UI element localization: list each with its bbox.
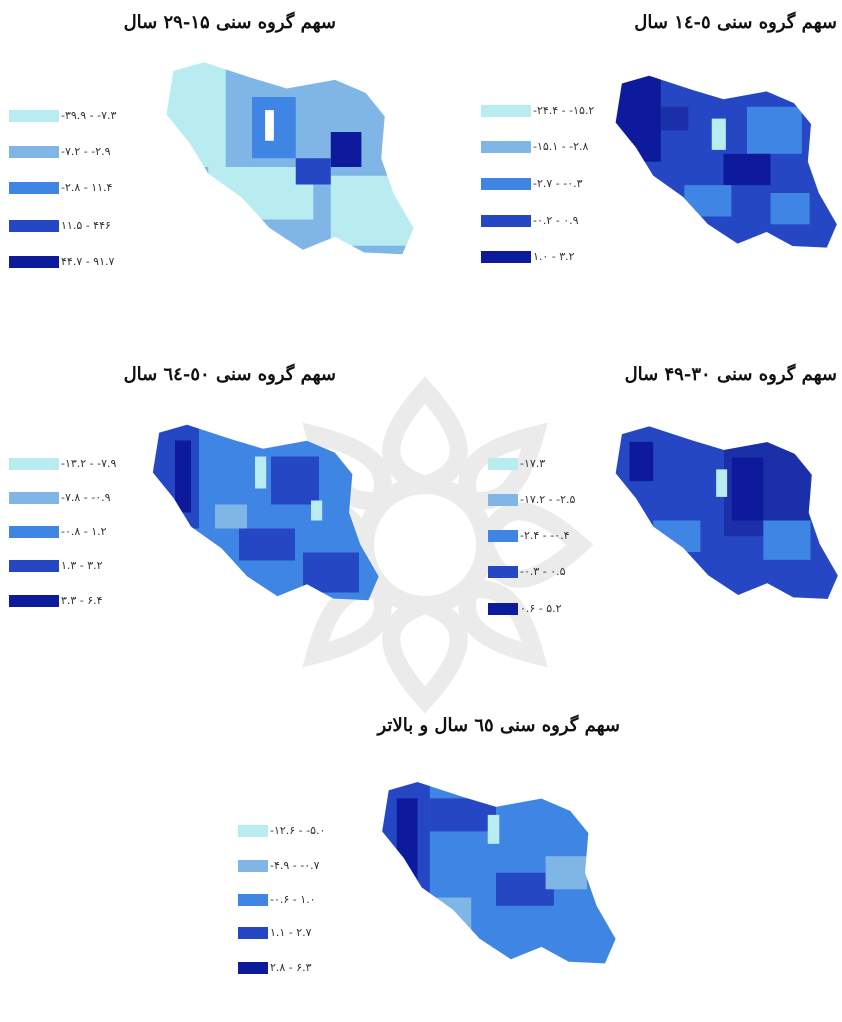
iran-map — [381, 781, 617, 964]
legend-label: ۲.۸ - ۶.۳ — [270, 961, 312, 974]
iran-map — [152, 424, 380, 601]
legend-label: -۰.۶ - ۱.۰ — [270, 893, 316, 906]
legend-swatch — [9, 458, 59, 470]
panel-age-65-plus: سهم گروه سنی ٦٥ سال و بالاتر -۱۲.۶ - -۵.… — [220, 700, 640, 1022]
legend-swatch — [488, 530, 518, 542]
legend-swatch — [481, 251, 531, 263]
legend-label: ۱.۱ - ۲.۷ — [270, 926, 312, 939]
legend-swatch — [238, 962, 268, 974]
legend-label: -۷.۸ - -۰.۹ — [61, 491, 111, 504]
panel-age-50-64: سهم گروه سنی ٥٠-٦٤ سال -۱۳.۲ - -۷.۹ -۷.۸… — [0, 340, 421, 640]
legend-swatch — [9, 220, 59, 232]
legend-swatch — [238, 927, 268, 939]
legend-swatch — [9, 595, 59, 607]
legend-swatch — [9, 256, 59, 268]
legend-swatch — [488, 494, 518, 506]
legend-label: -۱۳.۲ - -۷.۹ — [61, 457, 117, 470]
legend-label: -۱۷.۲ - -۲.۵ — [520, 493, 576, 506]
legend-swatch — [488, 566, 518, 578]
iran-map — [615, 75, 838, 249]
legend-label: -۴.۹ - -۰.۷ — [270, 859, 320, 872]
panel-age-5-14: سهم گروه سنی ٥-١٤ سال -۲۴.۴ - -۱۵.۲ -۱۵.… — [421, 0, 842, 300]
legend-label: -۱۵.۱ - -۲.۸ — [533, 140, 589, 153]
legend-swatch — [488, 458, 518, 470]
legend-swatch — [238, 825, 268, 837]
legend-label: ۱۱.۵ - ۴۴۶ — [61, 219, 111, 232]
legend-swatch — [9, 146, 59, 158]
legend-label: -۰.۳ - ۰.۵ — [520, 565, 566, 578]
legend-swatch — [238, 894, 268, 906]
legend-swatch — [9, 182, 59, 194]
legend-label: -۰.۸ - ۱.۲ — [61, 525, 107, 538]
panel-title: سهم گروه سنی ۳۰-۴۹ سال — [624, 364, 837, 385]
legend-swatch — [488, 603, 518, 615]
legend-label: -۲.۷ - -۰.۳ — [533, 177, 583, 190]
legend-label: ۰.۶ - ۵.۲ — [520, 602, 562, 615]
iran-map — [615, 425, 839, 600]
legend-label: -۰.۲ - ۰.۹ — [533, 214, 579, 227]
legend-label: -۱۲.۶ - -۵.۰ — [270, 824, 326, 837]
panel-title: سهم گروه سنی ٥٠-٦٤ سال — [123, 364, 336, 385]
legend-label: -۳۹.۹ - -۷.۳ — [61, 109, 117, 122]
legend-label: ۴۴.۷ - ۹۱.۷ — [61, 255, 115, 268]
legend-swatch — [9, 526, 59, 538]
legend-swatch — [481, 215, 531, 227]
legend-swatch — [481, 178, 531, 190]
iran-map — [165, 62, 415, 255]
legend-swatch — [9, 560, 59, 572]
legend-swatch — [481, 105, 531, 117]
legend-label: -۲.۴ - -۰.۴ — [520, 529, 570, 542]
legend-label: -۲۴.۴ - -۱۵.۲ — [533, 104, 595, 117]
legend-label: ۱.۰ - ۳.۲ — [533, 250, 575, 263]
panel-age-15-29: سهم گروه سنی ۱۵-۲۹ سال -۳۹.۹ - -۷.۳ -۷.۲… — [0, 0, 421, 300]
legend-swatch — [9, 110, 59, 122]
legend-label: -۷.۲ - -۲.۹ — [61, 145, 111, 158]
legend-label: ۱.۳ - ۳.۲ — [61, 559, 103, 572]
legend-label: ۳.۳ - ۶.۴ — [61, 594, 103, 607]
legend-swatch — [9, 492, 59, 504]
panel-title: سهم گروه سنی ٥-١٤ سال — [634, 12, 837, 33]
legend-label: -۲.۸ - ۱۱.۴ — [61, 181, 113, 194]
legend-label: -۱۷.۳ — [520, 457, 546, 470]
legend-swatch — [481, 141, 531, 153]
panel-title: سهم گروه سنی ٦٥ سال و بالاتر — [377, 715, 621, 736]
legend-swatch — [238, 860, 268, 872]
panel-age-30-49: سهم گروه سنی ۳۰-۴۹ سال -۱۷.۳ -۱۷.۲ - -۲.… — [421, 340, 842, 640]
panel-title: سهم گروه سنی ۱۵-۲۹ سال — [123, 12, 336, 33]
